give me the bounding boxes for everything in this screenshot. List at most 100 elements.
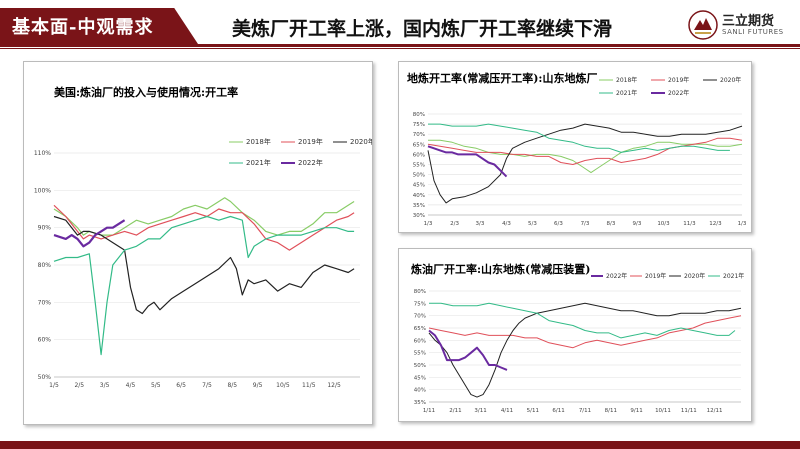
legend-label: 2021年 [616,89,637,97]
x-tick-label: 11/11 [681,408,697,414]
x-tick-label: 7/5 [202,382,212,389]
legend-label: 2021年 [723,272,744,280]
legend-label: 2019年 [298,137,323,146]
y-tick-label: 70% [414,314,426,320]
y-tick-label: 60% [38,337,52,344]
legend-label: 2019年 [645,272,666,280]
x-tick-label: 2/5 [74,382,84,389]
y-tick-label: 100% [34,187,51,194]
y-tick-label: 65% [413,142,425,148]
x-tick-label: 10/3 [657,221,670,227]
x-tick-label: 12/3 [709,221,722,227]
y-tick-label: 55% [414,351,426,357]
y-tick-label: 35% [413,203,425,209]
x-tick-label: 9/3 [633,221,642,227]
x-tick-label: 7/3 [581,221,590,227]
series-line-2019 [427,137,743,165]
x-tick-label: 3/5 [100,382,110,389]
series-line-2020 [53,215,355,315]
y-tick-label: 60% [414,338,426,344]
logo-name-cn: 三立期货 [722,14,775,29]
y-tick-label: 75% [413,122,425,128]
x-tick-label: 6/3 [554,221,563,227]
series-line-2021 [429,302,736,339]
legend-label: 2020年 [684,272,705,280]
legend-label: 2022年 [606,272,627,280]
x-tick-label: 1/5 [49,382,59,389]
series-line-2020 [427,123,743,204]
y-tick-label: 90% [38,225,52,232]
x-tick-label: 2/3 [450,221,459,227]
legend-label: 2022年 [298,158,323,167]
chart-us-refinery-utilization: 50% 60% 70% 80% 90% 100% 110% 1/5 2/5 3/5 4/5 5/5 6/… [34,137,372,389]
series-line-2021 [428,123,730,153]
x-tick-label: 1/3 [738,221,747,227]
page-title: 美炼厂开工率上涨，国内炼厂开工率继续下滑 [232,18,613,40]
y-tick-label: 65% [414,326,426,332]
series-line-2018 [53,197,355,236]
x-tick-label: 9/11 [630,408,642,414]
company-logo: 三立期货 SANLI FUTURES [688,8,798,42]
x-tick-label: 6/5 [176,382,186,389]
y-tick-label: 70% [413,132,425,138]
chart-title-shandong-1: 地炼开工率(常减压开工率):山东地炼厂 [407,72,598,85]
y-tick-label: 40% [413,193,425,199]
x-tick-label: 8/5 [227,382,237,389]
series-line-2020 [428,302,742,398]
x-tick-label: 5/5 [151,382,161,389]
chart-title-us: 美国:炼油厂的投入与使用情况:开工率 [54,86,239,99]
y-tick-label: 45% [413,183,425,189]
y-tick-label: 45% [414,375,426,381]
header-divider-thin [0,48,800,49]
y-tick-label: 40% [414,388,426,394]
x-tick-label: 12/11 [707,408,723,414]
chart-panel-us: 美国:炼油厂的投入与使用情况:开工率 50% 60% 70% 80% 90% 100% 11… [23,61,373,425]
chart-title-shandong-2: 炼油厂开工率:山东地炼(常减压装置) [411,263,591,276]
footer-bar [0,441,800,449]
legend-label: 2022年 [668,89,689,97]
x-tick-label: 2/11 [449,408,461,414]
legend-label: 2020年 [350,137,372,146]
x-tick-label: 3/11 [474,408,486,414]
y-tick-label: 80% [413,112,425,118]
x-tick-label: 1/11 [423,408,435,414]
x-tick-label: 6/11 [552,408,564,414]
x-tick-label: 11/5 [302,382,316,389]
series-line-2019 [53,204,355,251]
x-tick-label: 10/5 [276,382,290,389]
y-tick-label: 35% [414,400,426,406]
series-line-2022 [53,219,126,248]
y-tick-label: 75% [414,301,426,307]
logo-name-en: SANLI FUTURES [722,28,784,36]
chart-shandong-crude-distillation-1: 30% 35% 40% 45% 50% 55% 60% 65% 70% 75% 80% 1/3 2/3 3… [413,76,747,227]
chart-panel-shandong-1: 地炼开工率(常减压开工率):山东地炼厂 30% 35% 40% 45% 50% 55% 60… [398,61,752,233]
header-divider [0,44,800,47]
legend-label: 2019年 [668,76,689,84]
y-tick-label: 60% [413,152,425,158]
x-tick-label: 11/3 [683,221,696,227]
x-tick-label: 4/5 [126,382,136,389]
x-tick-label: 8/3 [607,221,616,227]
y-tick-label: 80% [38,262,52,269]
section-tag: 基本面-中观需求 [0,8,198,44]
y-tick-label: 110% [34,150,51,157]
legend-label: 2020年 [720,76,741,84]
legend-label: 2018年 [616,76,637,84]
section-label: 基本面-中观需求 [12,17,154,38]
x-tick-label: 3/3 [476,221,485,227]
series-line-2022 [427,145,508,178]
x-tick-label: 4/11 [501,408,513,414]
y-tick-label: 70% [38,299,52,306]
chart-shandong-crude-distillation-2: 35% 40% 45% 50% 55% 60% 65% 70% 75% 80% 1/11 2/11 3/… [414,272,745,414]
series-line-2021 [53,215,355,356]
x-tick-label: 1/3 [424,221,433,227]
y-tick-label: 50% [414,363,426,369]
x-tick-label: 10/11 [655,408,671,414]
y-tick-label: 50% [38,374,52,381]
logo-mark-icon [688,10,718,40]
x-tick-label: 4/3 [502,221,511,227]
chart-panel-shandong-2: 炼油厂开工率:山东地炼(常减压装置) 35% 40% 45% 50% 55% 60% 65%… [398,248,752,422]
legend-label: 2018年 [246,137,271,146]
y-tick-label: 55% [413,163,425,169]
series-line-2022 [428,329,508,371]
